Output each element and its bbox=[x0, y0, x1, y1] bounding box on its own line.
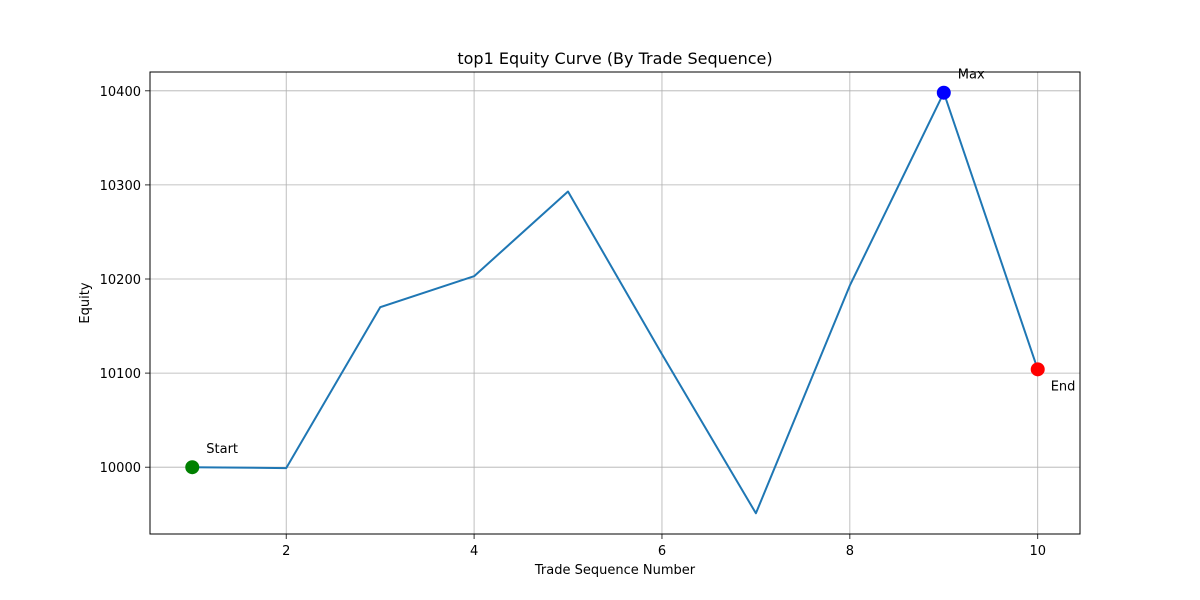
y-tick-label: 10200 bbox=[100, 273, 141, 288]
marker-layer: Start Max End bbox=[185, 68, 1076, 475]
x-tick-label: 6 bbox=[658, 544, 666, 559]
y-tick-label: 10400 bbox=[100, 85, 141, 100]
series-layer bbox=[192, 91, 1039, 515]
x-tick-label: 4 bbox=[470, 544, 478, 559]
x-tick-label: 2 bbox=[282, 544, 290, 559]
max-marker bbox=[936, 85, 951, 100]
grid bbox=[150, 72, 1080, 534]
plot-frame bbox=[149, 71, 1081, 535]
x-tick-label: 10 bbox=[1029, 544, 1046, 559]
tick-layer: 2 4 6 8 10 10000 10100 10200 10300 10400 bbox=[100, 85, 1046, 559]
y-axis-label: Equity bbox=[78, 282, 93, 323]
x-tick-label: 8 bbox=[846, 544, 854, 559]
y-tick-label: 10000 bbox=[100, 461, 141, 476]
end-annotation-label: End bbox=[1051, 379, 1076, 394]
start-annotation-label: Start bbox=[206, 442, 238, 457]
x-axis-label: Trade Sequence Number bbox=[534, 563, 696, 578]
end-marker bbox=[1030, 362, 1045, 377]
y-tick-label: 10300 bbox=[100, 179, 141, 194]
equity-line bbox=[192, 91, 1039, 515]
max-annotation-label: Max bbox=[958, 68, 985, 83]
chart-title: top1 Equity Curve (By Trade Sequence) bbox=[457, 49, 772, 68]
y-tick-label: 10100 bbox=[100, 367, 141, 382]
start-marker bbox=[185, 460, 200, 475]
